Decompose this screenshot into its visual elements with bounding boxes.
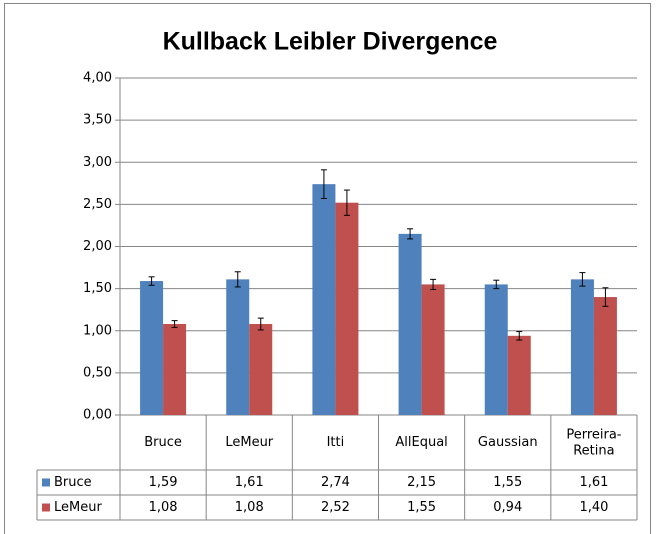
y-tick-label: 2,50	[83, 197, 112, 212]
x-tick-label: Itti	[327, 435, 345, 450]
table-value: 1,55	[407, 500, 436, 515]
error-bar	[343, 189, 350, 216]
error-bar	[602, 287, 609, 307]
bar	[421, 284, 445, 415]
error-bar	[579, 272, 586, 287]
y-tick-label: 1,00	[83, 323, 112, 338]
bar	[140, 281, 164, 415]
y-tick-label: 4,00	[83, 71, 112, 86]
bar	[163, 324, 187, 415]
table-value: 1,59	[149, 475, 178, 490]
x-tick-label: Gaussian	[478, 435, 538, 450]
y-tick-label: 0,50	[83, 365, 112, 380]
x-tick-label: Bruce	[144, 435, 182, 450]
x-tick-label: Perreira-Retina	[566, 427, 621, 458]
table-value: 2,74	[321, 475, 350, 490]
table-value: 1,61	[235, 475, 264, 490]
y-tick-label: 0,00	[83, 408, 112, 423]
error-bar	[320, 169, 327, 199]
y-tick-label: 1,50	[83, 281, 112, 296]
table-value: 2,15	[407, 475, 436, 490]
error-bar	[234, 271, 241, 288]
bar	[249, 324, 273, 415]
table-value: 0,94	[493, 500, 522, 515]
bar	[570, 279, 594, 415]
error-bar	[148, 276, 155, 286]
x-tick-label: AllEqual	[395, 435, 447, 450]
table-value: 2,52	[321, 500, 350, 515]
error-bar	[257, 317, 264, 331]
error-bar	[407, 228, 414, 240]
table-value: 1,08	[235, 500, 264, 515]
chart-title: Kullback Leibler Divergence	[163, 28, 498, 56]
error-bar	[516, 331, 523, 341]
table-value: 1,55	[493, 475, 522, 490]
bar	[484, 284, 508, 415]
bar	[312, 184, 336, 415]
bar	[226, 279, 250, 415]
legend-swatch	[42, 503, 50, 512]
bar	[507, 335, 531, 415]
bar	[335, 202, 359, 415]
error-bar	[171, 320, 178, 328]
x-tick-label: LeMeur	[225, 435, 273, 450]
legend-label: LeMeur	[54, 500, 102, 515]
bar	[593, 297, 617, 415]
table-value: 1,61	[579, 475, 608, 490]
bar	[398, 233, 422, 415]
y-tick-label: 3,50	[83, 113, 112, 128]
table-value: 1,08	[149, 500, 178, 515]
error-bar	[493, 279, 500, 290]
table-value: 1,40	[579, 500, 608, 515]
legend-label: Bruce	[54, 475, 92, 490]
y-tick-label: 2,00	[83, 239, 112, 254]
error-bar	[430, 278, 437, 290]
y-tick-label: 3,00	[83, 155, 112, 170]
legend-swatch	[42, 478, 50, 487]
